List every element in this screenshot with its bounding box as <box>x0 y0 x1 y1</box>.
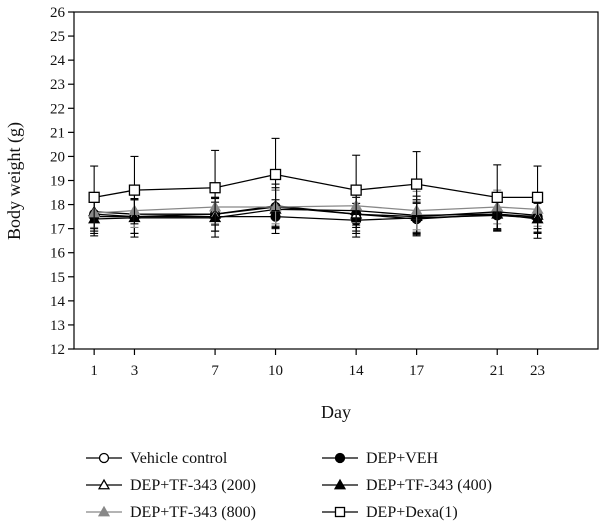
data-point <box>88 191 100 204</box>
y-tick-label: 13 <box>50 318 65 334</box>
x-tick-label: 7 <box>211 363 219 379</box>
legend-item-2: DEP+VEH <box>322 450 439 467</box>
x-tick-label: 10 <box>268 363 283 379</box>
y-tick-label: 26 <box>50 5 66 21</box>
legend-marker <box>97 478 111 490</box>
data-point <box>410 178 423 190</box>
data-point <box>350 184 362 196</box>
y-axis-title: Body weight (g) <box>4 122 25 240</box>
series-layer <box>88 137 544 239</box>
series-line <box>94 205 538 214</box>
legend-label: DEP+TF-343 (800) <box>130 504 256 521</box>
y-tick-label: 14 <box>50 294 66 310</box>
y-tick-label: 24 <box>50 53 66 69</box>
x-tick-label: 23 <box>530 363 545 379</box>
x-axis-title: Day <box>321 402 351 422</box>
y-tick-label: 25 <box>50 29 65 45</box>
legend: Vehicle control DEP+VEH DEP+TF-343 (200) DE… <box>86 450 492 521</box>
y-tick-label: 16 <box>50 246 66 262</box>
series-line <box>94 208 538 220</box>
legend-marker <box>333 478 347 490</box>
legend-label: DEP+VEH <box>366 450 439 467</box>
data-point <box>531 191 544 204</box>
y-tick-label: 20 <box>50 149 65 165</box>
x-tick-label: 3 <box>131 363 139 379</box>
legend-label: Vehicle control <box>130 450 228 467</box>
data-point <box>269 168 282 181</box>
x-tick-label: 1 <box>90 363 98 379</box>
plot-frame <box>73 11 599 350</box>
y-tick-label: 17 <box>50 222 66 238</box>
y-tick-label: 22 <box>50 101 65 117</box>
data-point <box>209 182 221 194</box>
data-point <box>128 184 141 196</box>
x-tick-label: 14 <box>349 363 365 379</box>
legend-marker <box>334 506 346 518</box>
series-line <box>94 214 538 221</box>
legend-item-6: DEP+Dexa(1) <box>322 504 458 521</box>
legend-item-3: DEP+TF-343 (200) <box>86 477 256 494</box>
legend-marker <box>97 505 111 517</box>
y-tick-label: 18 <box>50 198 65 214</box>
legend-item-5: DEP+TF-343 (800) <box>86 504 256 521</box>
series-1 <box>89 187 543 237</box>
series-3 <box>88 183 544 235</box>
legend-label: DEP+TF-343 (400) <box>366 477 492 494</box>
data-point <box>491 191 503 204</box>
x-tick-label: 17 <box>409 363 425 379</box>
legend-marker <box>98 452 110 464</box>
y-tick-label: 12 <box>50 342 65 358</box>
x-tick-label: 21 <box>490 363 505 379</box>
y-tick-label: 21 <box>50 125 65 141</box>
y-axis: 12 13 14 15 16 17 18 19 20 21 22 23 24 25 26 <box>50 5 74 358</box>
series-line <box>94 173 538 199</box>
series-6 <box>88 137 544 231</box>
legend-item-1: Vehicle control <box>86 450 228 467</box>
legend-label: DEP+Dexa(1) <box>366 504 458 521</box>
legend-marker <box>334 452 346 464</box>
y-tick-label: 15 <box>50 270 65 286</box>
y-tick-label: 19 <box>50 174 65 190</box>
x-axis: 1 3 7 10 14 17 21 23 <box>90 349 545 379</box>
legend-item-4: DEP+TF-343 (400) <box>322 477 492 494</box>
legend-label: DEP+TF-343 (200) <box>130 477 256 494</box>
y-tick-label: 23 <box>50 77 65 93</box>
